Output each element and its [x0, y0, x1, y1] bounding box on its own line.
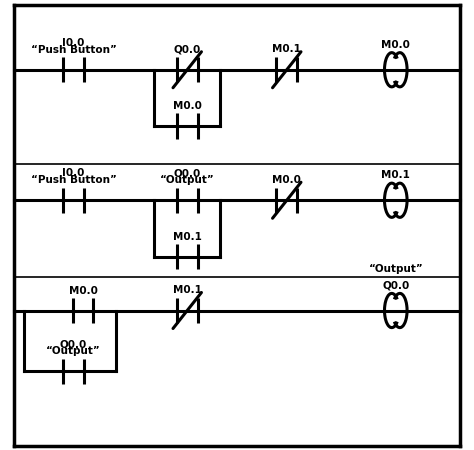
- Text: M0.0: M0.0: [273, 175, 301, 185]
- Text: “Output”: “Output”: [368, 265, 423, 274]
- Text: “Push Button”: “Push Button”: [30, 176, 117, 185]
- Text: M0.0: M0.0: [69, 286, 97, 296]
- Text: “Output”: “Output”: [160, 176, 215, 185]
- Text: M0.0: M0.0: [173, 101, 201, 111]
- Text: M0.1: M0.1: [173, 285, 201, 295]
- Text: “Push Button”: “Push Button”: [30, 45, 117, 55]
- Text: Q0.0: Q0.0: [382, 281, 410, 291]
- Text: I0.0: I0.0: [62, 168, 85, 178]
- Text: Q0.0: Q0.0: [173, 168, 201, 178]
- Text: M0.1: M0.1: [382, 171, 410, 180]
- Text: Q0.0: Q0.0: [173, 45, 201, 54]
- Text: M0.1: M0.1: [173, 232, 201, 242]
- Text: “Output”: “Output”: [46, 346, 101, 356]
- Text: I0.0: I0.0: [62, 38, 85, 48]
- Text: M0.1: M0.1: [273, 45, 301, 54]
- Text: M0.0: M0.0: [382, 40, 410, 50]
- Text: Q0.0: Q0.0: [60, 339, 87, 349]
